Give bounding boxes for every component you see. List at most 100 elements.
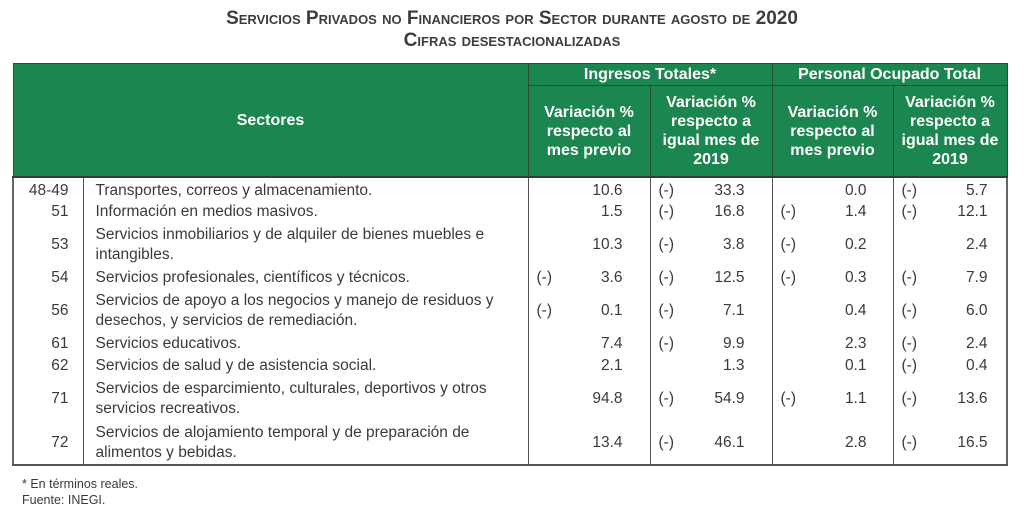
sector-name: Servicios de alojamiento temporal y de p… xyxy=(82,421,529,466)
negative-marker: (-) xyxy=(658,182,675,199)
value: 6.0 xyxy=(965,302,988,319)
negative-marker xyxy=(537,235,571,255)
negative-marker: (-) xyxy=(658,433,675,451)
header-sectores: Sectores xyxy=(12,63,529,178)
negative-marker: (-) xyxy=(901,203,918,220)
title-line-2: Cifras desestacionalizadas xyxy=(403,30,621,51)
negative-marker: (-) xyxy=(901,357,918,374)
value-pers-anual: (-) 5.7 xyxy=(892,177,1008,201)
value: 12.5 xyxy=(714,269,745,286)
negative-marker: (-) xyxy=(780,269,797,286)
value: 1.4 xyxy=(844,203,867,220)
value-pers-anual: (-) 0.4 xyxy=(892,355,1008,377)
header-ingresos-anual: Variación % respecto a igual mes de 2019 xyxy=(649,85,773,178)
footnotes: * En términos reales. Fuente: INEGI. xyxy=(22,476,138,508)
footnote-source: Fuente: INEGI. xyxy=(22,493,106,507)
value: 46.1 xyxy=(714,433,745,451)
value: 0.1 xyxy=(600,302,623,319)
value: 1.3 xyxy=(722,357,745,374)
value-ing-mes: (-) 3.6 xyxy=(527,267,651,289)
header-ingresos-totales: Ingresos Totales* xyxy=(527,63,773,86)
value: 0.4 xyxy=(965,357,988,374)
value: 2.3 xyxy=(844,335,867,352)
negative-marker: (-) xyxy=(658,236,675,253)
value: 33.3 xyxy=(714,182,745,199)
value-pers-mes: (-) 1.1 xyxy=(771,377,894,421)
value-ing-anual: (-) 12.5 xyxy=(649,267,773,289)
negative-marker: (-) xyxy=(536,269,553,286)
value-ing-mes: 7.4 xyxy=(527,333,651,355)
value-ing-mes: 94.8 xyxy=(527,377,651,421)
value: 0.4 xyxy=(844,302,867,319)
value-pers-mes: 2.3 xyxy=(771,333,894,355)
value-ing-mes: 10.6 xyxy=(527,177,651,201)
value: 13.4 xyxy=(592,433,623,451)
header-personal-anual: Variación % respecto a igual mes de 2019 xyxy=(892,85,1008,178)
table-row: 56 Servicios de apoyo a los negocios y ma… xyxy=(12,289,1008,333)
value-pers-anual: 2.4 xyxy=(892,223,1008,267)
value: 10.3 xyxy=(592,236,623,253)
value-ing-anual: (-) 3.8 xyxy=(649,223,773,267)
table-row: 61 Servicios educativos. 7.4 (-) 9.9 2.3 (-) 2.… xyxy=(12,333,1008,355)
value: 2.1 xyxy=(600,357,623,374)
table-row: 53 Servicios inmobiliarios y de alquiler … xyxy=(12,223,1008,267)
negative-marker xyxy=(537,433,571,453)
value: 2.4 xyxy=(965,236,988,253)
value-pers-mes: 0.4 xyxy=(771,289,894,333)
sector-code: 71 xyxy=(12,377,84,421)
value-ing-mes: 10.3 xyxy=(527,223,651,267)
value: 0.1 xyxy=(844,357,867,374)
negative-marker: (-) xyxy=(780,203,797,220)
sector-code: 54 xyxy=(12,267,84,289)
value-ing-anual: 1.3 xyxy=(649,355,773,377)
sector-code: 56 xyxy=(12,289,84,333)
sector-name: Servicios educativos. xyxy=(82,333,529,355)
negative-marker xyxy=(781,301,815,321)
value-ing-anual: (-) 46.1 xyxy=(649,421,773,466)
value: 94.8 xyxy=(592,390,623,407)
sector-table: Sectores Ingresos Totales* Personal Ocup… xyxy=(12,63,1008,466)
negative-marker: (-) xyxy=(780,390,797,407)
value: 7.1 xyxy=(722,302,745,319)
value: 0.0 xyxy=(844,182,867,199)
sector-code: 53 xyxy=(12,223,84,267)
footnote-real-terms: * En términos reales. xyxy=(22,477,139,491)
table-body: 48-49 Transportes, correos y almacenamien… xyxy=(12,177,1008,466)
negative-marker: (-) xyxy=(901,182,918,199)
value-pers-mes: 2.8 xyxy=(771,421,894,466)
value: 10.6 xyxy=(592,182,623,199)
negative-marker xyxy=(537,389,571,409)
table-row: 71 Servicios de esparcimiento, culturales… xyxy=(12,377,1008,421)
table-row: 72 Servicios de alojamiento temporal y de… xyxy=(12,421,1008,466)
value-pers-anual: (-) 7.9 xyxy=(892,267,1008,289)
negative-marker: (-) xyxy=(901,390,918,407)
value: 16.8 xyxy=(714,203,745,220)
sector-code: 51 xyxy=(12,201,84,223)
value-ing-mes: (-) 0.1 xyxy=(527,289,651,333)
negative-marker: (-) xyxy=(901,269,918,286)
negative-marker: (-) xyxy=(658,302,675,319)
value: 16.5 xyxy=(957,433,988,451)
value-ing-mes: 1.5 xyxy=(527,201,651,223)
table-row: 48-49 Transportes, correos y almacenamien… xyxy=(12,177,1008,201)
negative-marker xyxy=(537,334,571,354)
sector-name: Servicios de esparcimiento, culturales, … xyxy=(82,377,529,421)
value: 7.4 xyxy=(600,335,623,352)
value: 5.7 xyxy=(965,182,988,199)
sector-name: Servicios profesionales, científicos y t… xyxy=(82,267,529,289)
title-line-1: Servicios Privados no Financieros por Se… xyxy=(226,8,798,29)
sector-name: Transportes, correos y almacenamiento. xyxy=(82,177,529,201)
sector-name: Servicios inmobiliarios y de alquiler de… xyxy=(82,223,529,267)
sector-code: 72 xyxy=(12,421,84,466)
value-ing-anual: (-) 9.9 xyxy=(649,333,773,355)
value-pers-mes: (-) 0.3 xyxy=(771,267,894,289)
value-ing-mes: 2.1 xyxy=(527,355,651,377)
header-personal-mes-previo: Variación % respecto al mes previo xyxy=(771,85,894,178)
table-row: 51 Información en medios masivos. 1.5 (-) 16… xyxy=(12,201,1008,223)
negative-marker xyxy=(537,356,571,376)
negative-marker xyxy=(537,181,571,201)
value-pers-mes: (-) 1.4 xyxy=(771,201,894,223)
value: 0.2 xyxy=(844,236,867,253)
value: 1.5 xyxy=(600,203,623,220)
header-personal-ocupado: Personal Ocupado Total xyxy=(771,63,1008,86)
